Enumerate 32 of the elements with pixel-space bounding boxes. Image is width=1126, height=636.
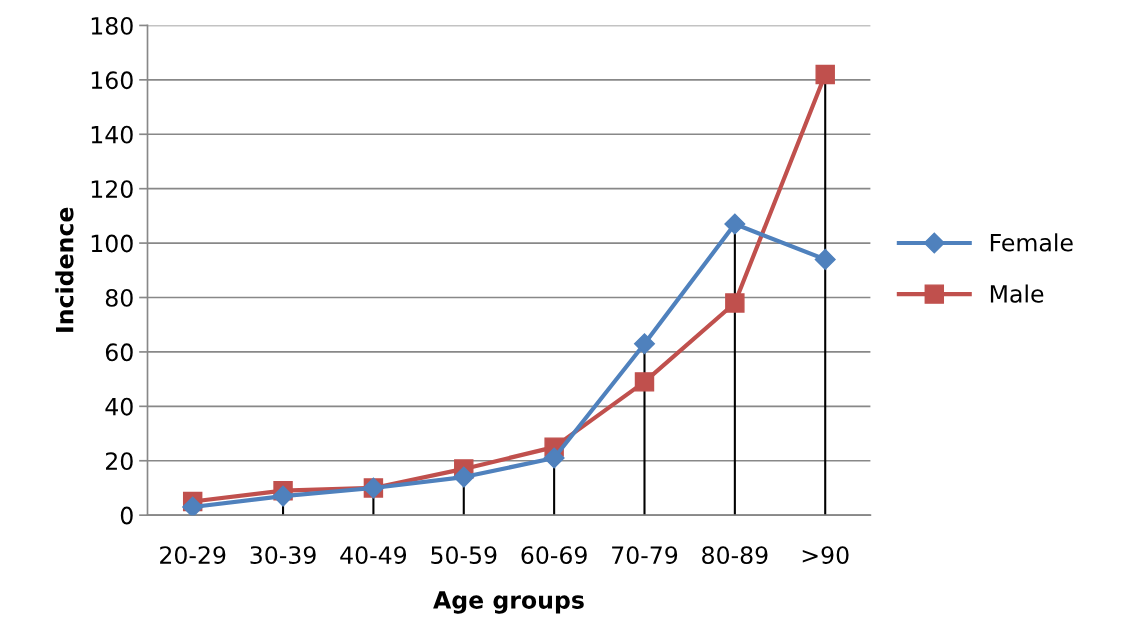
y-tick-label: 100 [91,234,133,253]
point [724,213,746,235]
point [182,496,204,516]
y-tick-label: 180 [91,16,133,35]
x-tick-label: 30-39 [250,546,316,564]
x-tick-label: 70-79 [612,546,678,564]
y-tick-label: 60 [105,343,133,362]
point [453,466,475,488]
y-tick-label: 40 [105,397,133,416]
y-tick-label: 140 [91,125,133,144]
legend-label: Female [990,233,1073,252]
point [814,248,836,270]
y-tick-label: 20 [106,452,133,471]
point [725,293,745,313]
x-tick-label: >90 [802,546,849,564]
x-tick-label: 60-69 [521,546,587,564]
y-tick-label: 80 [105,288,133,307]
y-tick-label: 120 [91,180,133,198]
x-tick-label: 20-29 [160,546,226,564]
point [543,447,565,469]
y-tick-label: 160 [91,71,133,90]
y-tick-label: 0 [120,506,133,525]
point [634,372,655,392]
point [815,64,835,85]
point [633,333,656,355]
x-tick-label: 80-89 [702,546,768,564]
x-tick-label: 50-59 [431,546,497,564]
legend-label: Male [990,284,1044,303]
x-axis-title: Age groups [433,591,584,614]
y-axis-title: Incidence [55,207,74,332]
x-tick-label: 40-49 [340,546,407,564]
point [272,485,294,507]
